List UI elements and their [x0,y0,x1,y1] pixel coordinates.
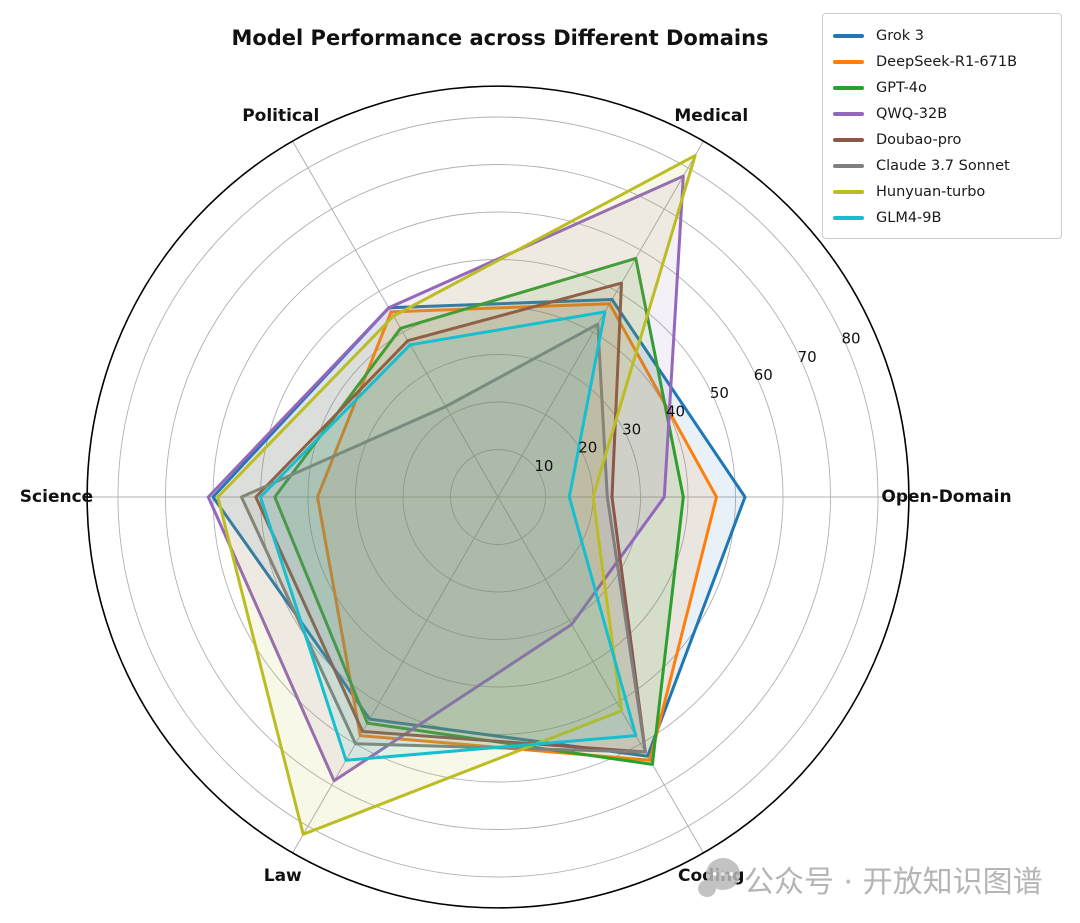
legend-line-swatch [833,60,864,64]
legend-label: GLM4-9B [876,210,942,226]
series-fill-QWQ-32B [208,176,684,781]
legend-item: Claude 3.7 Sonnet [833,153,1051,179]
radial-tick-label: 30 [622,420,641,438]
legend-label: Claude 3.7 Sonnet [876,158,1010,174]
axis-label-political: Political [242,106,320,127]
watermark: 公众号 · 开放知识图谱 [698,856,1043,902]
legend-label: Grok 3 [876,28,924,44]
legend-item: QWQ-32B [833,101,1051,127]
series-line-Doubao-pro [254,281,647,754]
series-line-DeepSeek-R1-671B [316,302,718,762]
radial-tick-label: 40 [666,402,685,420]
polar-outline [86,85,910,909]
radial-tick-label: 20 [578,439,597,457]
legend-line-swatch [833,86,864,90]
axis-label-science: Science [19,487,94,507]
series-fill-Hunyuan-turbo [217,155,696,835]
series-line-GLM4-9B [259,310,638,762]
radial-tick-label: 60 [754,366,773,384]
series-fill-Doubao-pro [255,283,646,752]
legend-label: DeepSeek-R1-671B [876,54,1018,70]
legend-label: QWQ-32B [876,106,948,122]
legend-item: Doubao-pro [833,127,1051,153]
axis-spoke [292,496,499,854]
legend-line-swatch [833,112,864,116]
radial-tick-label: 80 [842,330,861,348]
legend-item: Hunyuan-turbo [833,179,1051,205]
legend-line-swatch [833,216,864,220]
legend-box: Grok 3 DeepSeek-R1-671B GPT-4o QWQ-32B Douba… [822,13,1062,239]
radial-tick-label: 10 [534,457,553,475]
chat-bubbles-icon [698,856,744,902]
legend-item: GPT-4o [833,75,1051,101]
series-fill-GPT-4o [274,258,684,765]
legend-line-swatch [833,138,864,142]
legend-label: Hunyuan-turbo [876,184,986,200]
legend-line-swatch [833,34,864,38]
axis-label-medical: Medical [674,106,749,127]
series-fill-GLM4-9B [260,311,636,761]
legend-label: Doubao-pro [876,132,962,148]
axis-spoke [497,140,704,498]
legend-line-swatch [833,164,864,168]
legend-item: GLM4-9B [833,205,1051,231]
series-line-GPT-4o [273,256,685,766]
axis-label-open-domain: Open-Domain [881,487,1012,507]
legend-item: Grok 3 [833,23,1051,49]
axis-spoke [497,496,704,854]
series-fill-Claude 3.7 Sonnet [241,324,646,752]
radial-tick-label: 50 [710,384,729,402]
legend-label: GPT-4o [876,80,927,96]
axis-label-law: Law [263,865,302,886]
radial-tick-label: 70 [798,348,817,366]
series-line-QWQ-32B [206,174,685,783]
series-line-Hunyuan-turbo [216,154,697,836]
series-line-Claude 3.7 Sonnet [240,322,647,754]
axis-spoke [292,140,499,498]
legend-item: DeepSeek-R1-671B [833,49,1051,75]
chart-title: Model Performance across Different Domai… [231,26,769,50]
watermark-text: 公众号 · 开放知识图谱 [744,865,1043,900]
legend-line-swatch [833,190,864,194]
